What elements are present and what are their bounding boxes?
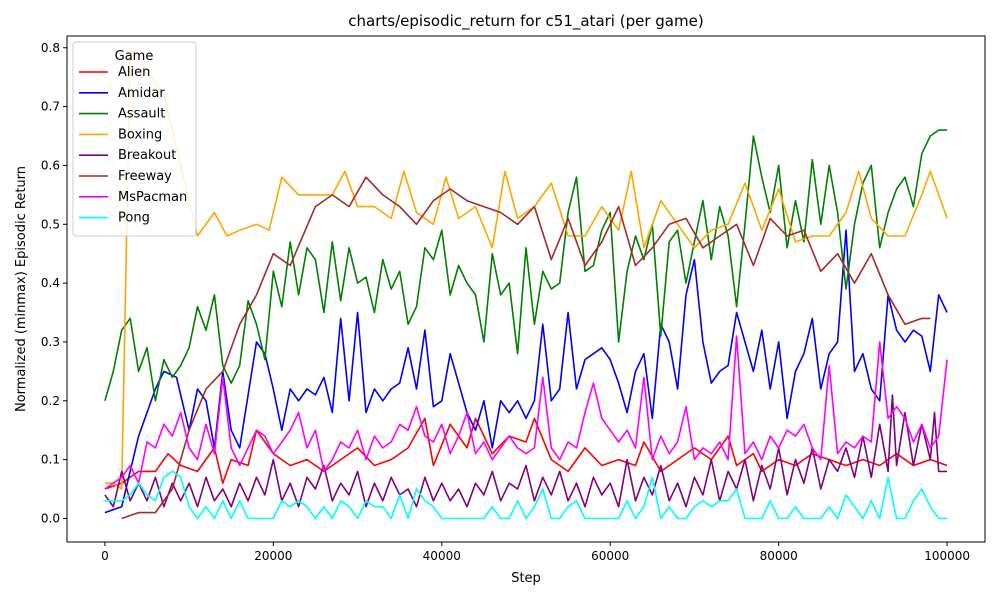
legend-label: Pong — [118, 211, 150, 226]
series-lines — [104, 47, 948, 520]
x-axis-label: Step — [511, 571, 541, 586]
y-tick-label: 0.5 — [41, 217, 60, 231]
y-tick-label: 0.0 — [41, 511, 60, 525]
legend: Game Alien Amidar Assault Boxing Breakout Fre… — [72, 41, 197, 237]
series-line-breakout — [104, 394, 948, 508]
chart-title: charts/episodic_return for c51_atari (pe… — [348, 12, 703, 31]
y-tick-label: 0.1 — [41, 453, 60, 467]
x-tick-label: 40000 — [423, 549, 461, 563]
plot-area — [66, 35, 986, 543]
legend-title: Game — [115, 49, 154, 64]
legend-label: Freeway — [118, 169, 172, 184]
legend-label: Breakout — [118, 148, 176, 163]
legend-label: Alien — [118, 65, 150, 80]
legend-items: Alien Amidar Assault Boxing Breakout Freeway M… — [79, 65, 187, 226]
y-tick-label: 0.6 — [41, 158, 60, 172]
legend-label: Boxing — [118, 127, 162, 142]
series-line-assault — [104, 129, 948, 402]
x-tick-label: 0 — [101, 549, 109, 563]
x-tick-label: 20000 — [254, 549, 292, 563]
x-tick-label: 100000 — [924, 549, 970, 563]
axis-ticks: 0 20000 40000 60000 80000 100000 0.0 0.1 0.2 0.3 0… — [41, 41, 970, 563]
plot-frame — [66, 35, 986, 543]
y-tick-label: 0.3 — [41, 335, 60, 349]
legend-label: Amidar — [118, 86, 165, 101]
y-tick-label: 0.7 — [41, 100, 60, 114]
series-line-alien — [104, 417, 948, 490]
y-tick-label: 0.4 — [41, 276, 60, 290]
series-line-amidar — [104, 229, 948, 514]
y-axis-label: Normalized (minmax) Episodic Return — [14, 166, 29, 412]
legend-label: Assault — [118, 107, 165, 122]
x-tick-label: 80000 — [760, 549, 798, 563]
series-line-mspacman — [104, 335, 948, 490]
series-line-freeway — [121, 176, 931, 520]
legend-label: MsPacman — [118, 190, 187, 205]
y-tick-label: 0.8 — [41, 41, 60, 55]
y-tick-label: 0.2 — [41, 394, 60, 408]
series-line-pong — [104, 470, 948, 520]
x-tick-label: 60000 — [591, 549, 629, 563]
legend-frame — [72, 41, 197, 237]
